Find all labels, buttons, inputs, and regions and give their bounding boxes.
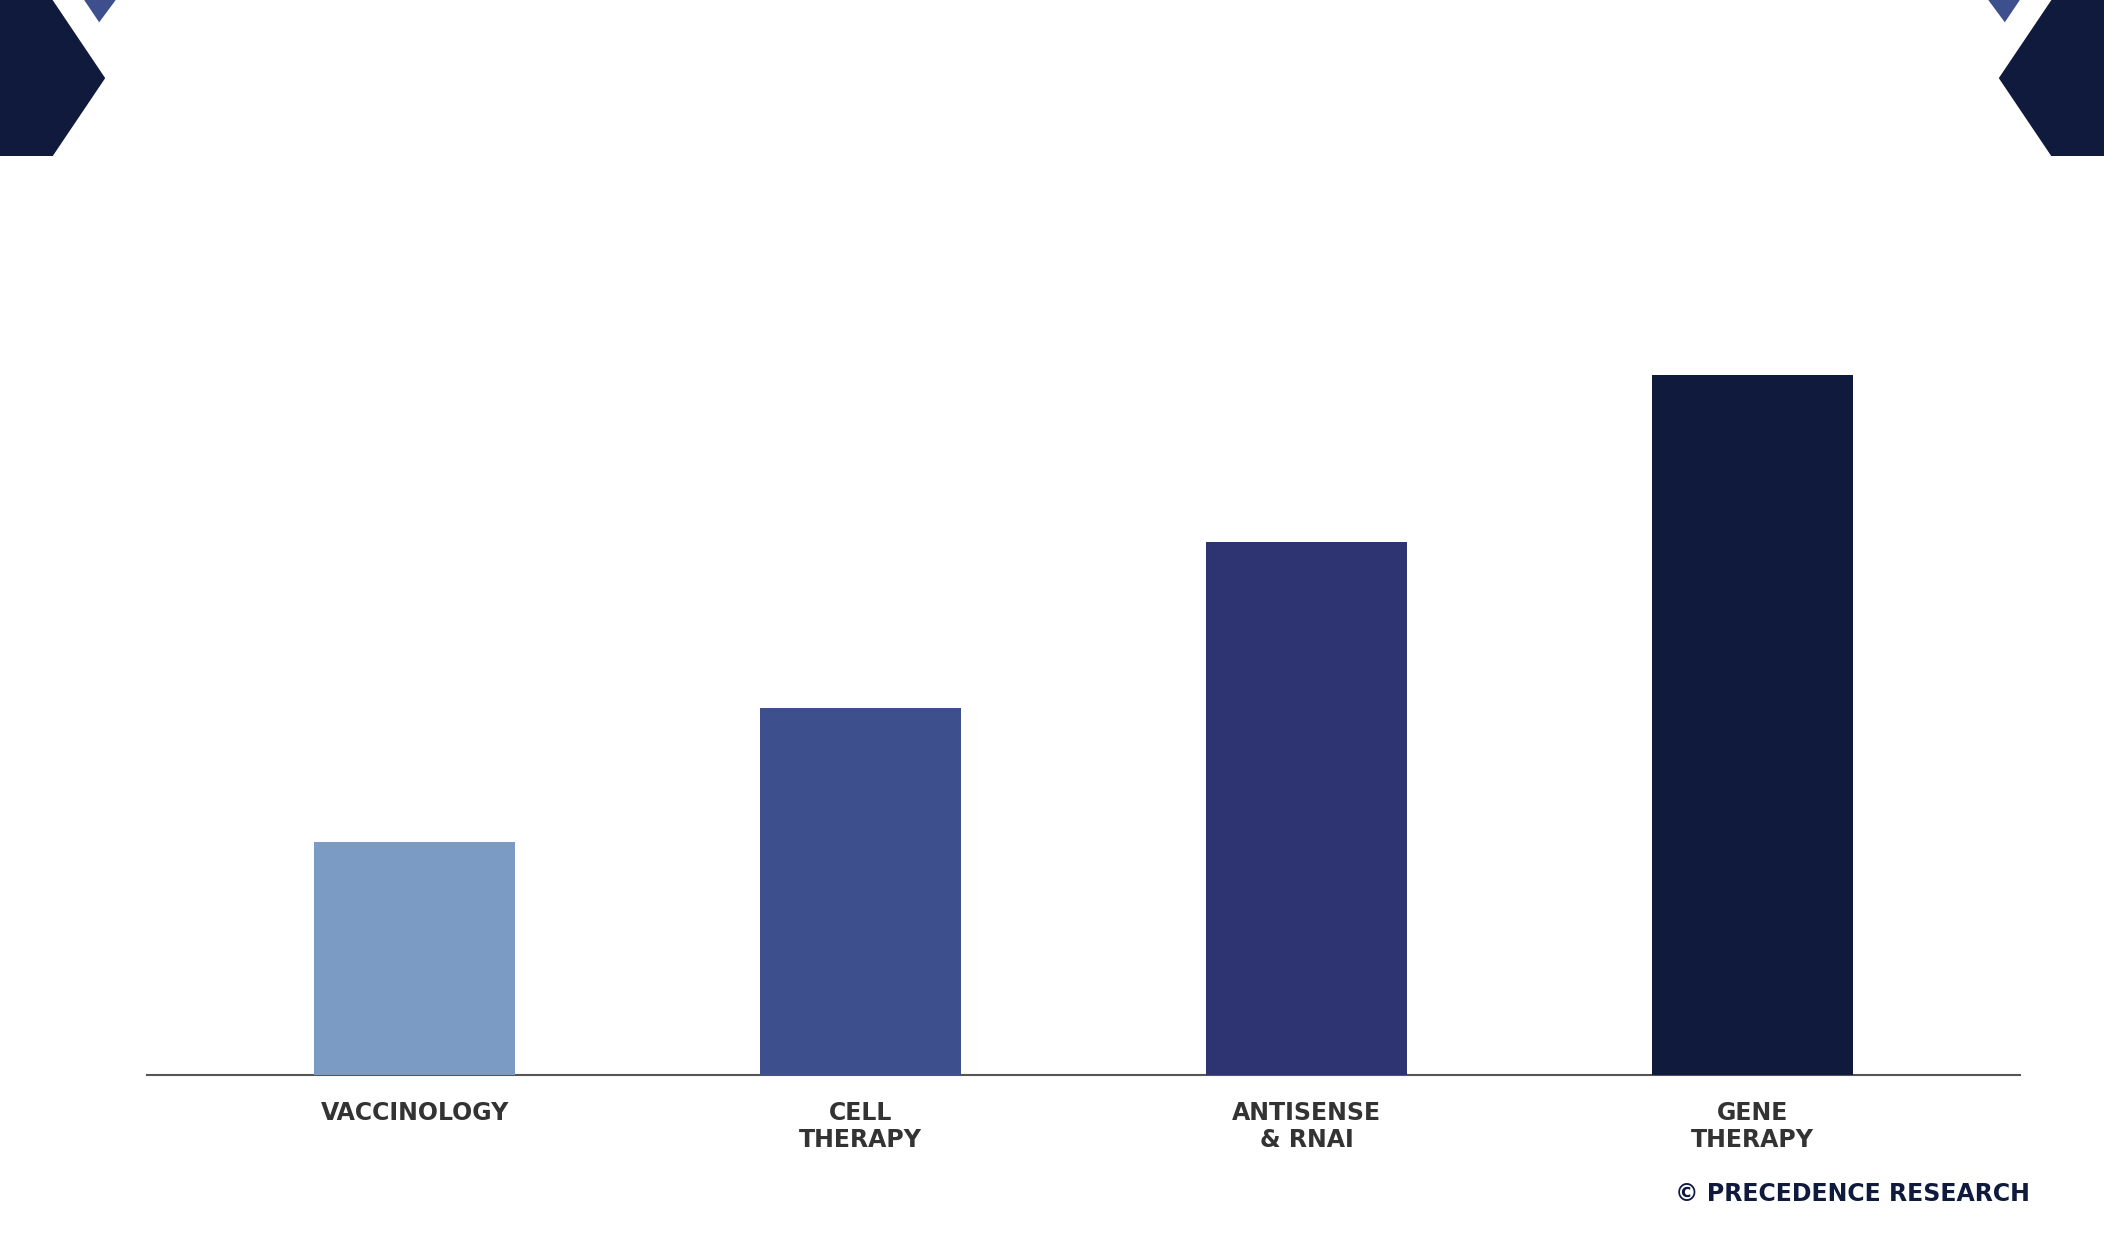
Text: VIRAL VECTORS AND PLASMID DNA MANUFACTURING MARKET SHARE, BY APPLICATION, 2020 (: VIRAL VECTORS AND PLASMID DNA MANUFACTUR… <box>255 64 1849 92</box>
Polygon shape <box>0 0 116 156</box>
Polygon shape <box>0 0 137 156</box>
Polygon shape <box>0 0 105 156</box>
Bar <box>1206 541 1408 1075</box>
Polygon shape <box>1967 0 2104 156</box>
Bar <box>760 709 962 1075</box>
Text: © PRECEDENCE RESEARCH: © PRECEDENCE RESEARCH <box>1675 1181 2030 1206</box>
Polygon shape <box>1988 0 2104 156</box>
Polygon shape <box>1999 0 2104 156</box>
Bar <box>313 841 515 1075</box>
Polygon shape <box>0 0 137 156</box>
Bar <box>1652 375 1854 1075</box>
Polygon shape <box>1967 0 2104 156</box>
